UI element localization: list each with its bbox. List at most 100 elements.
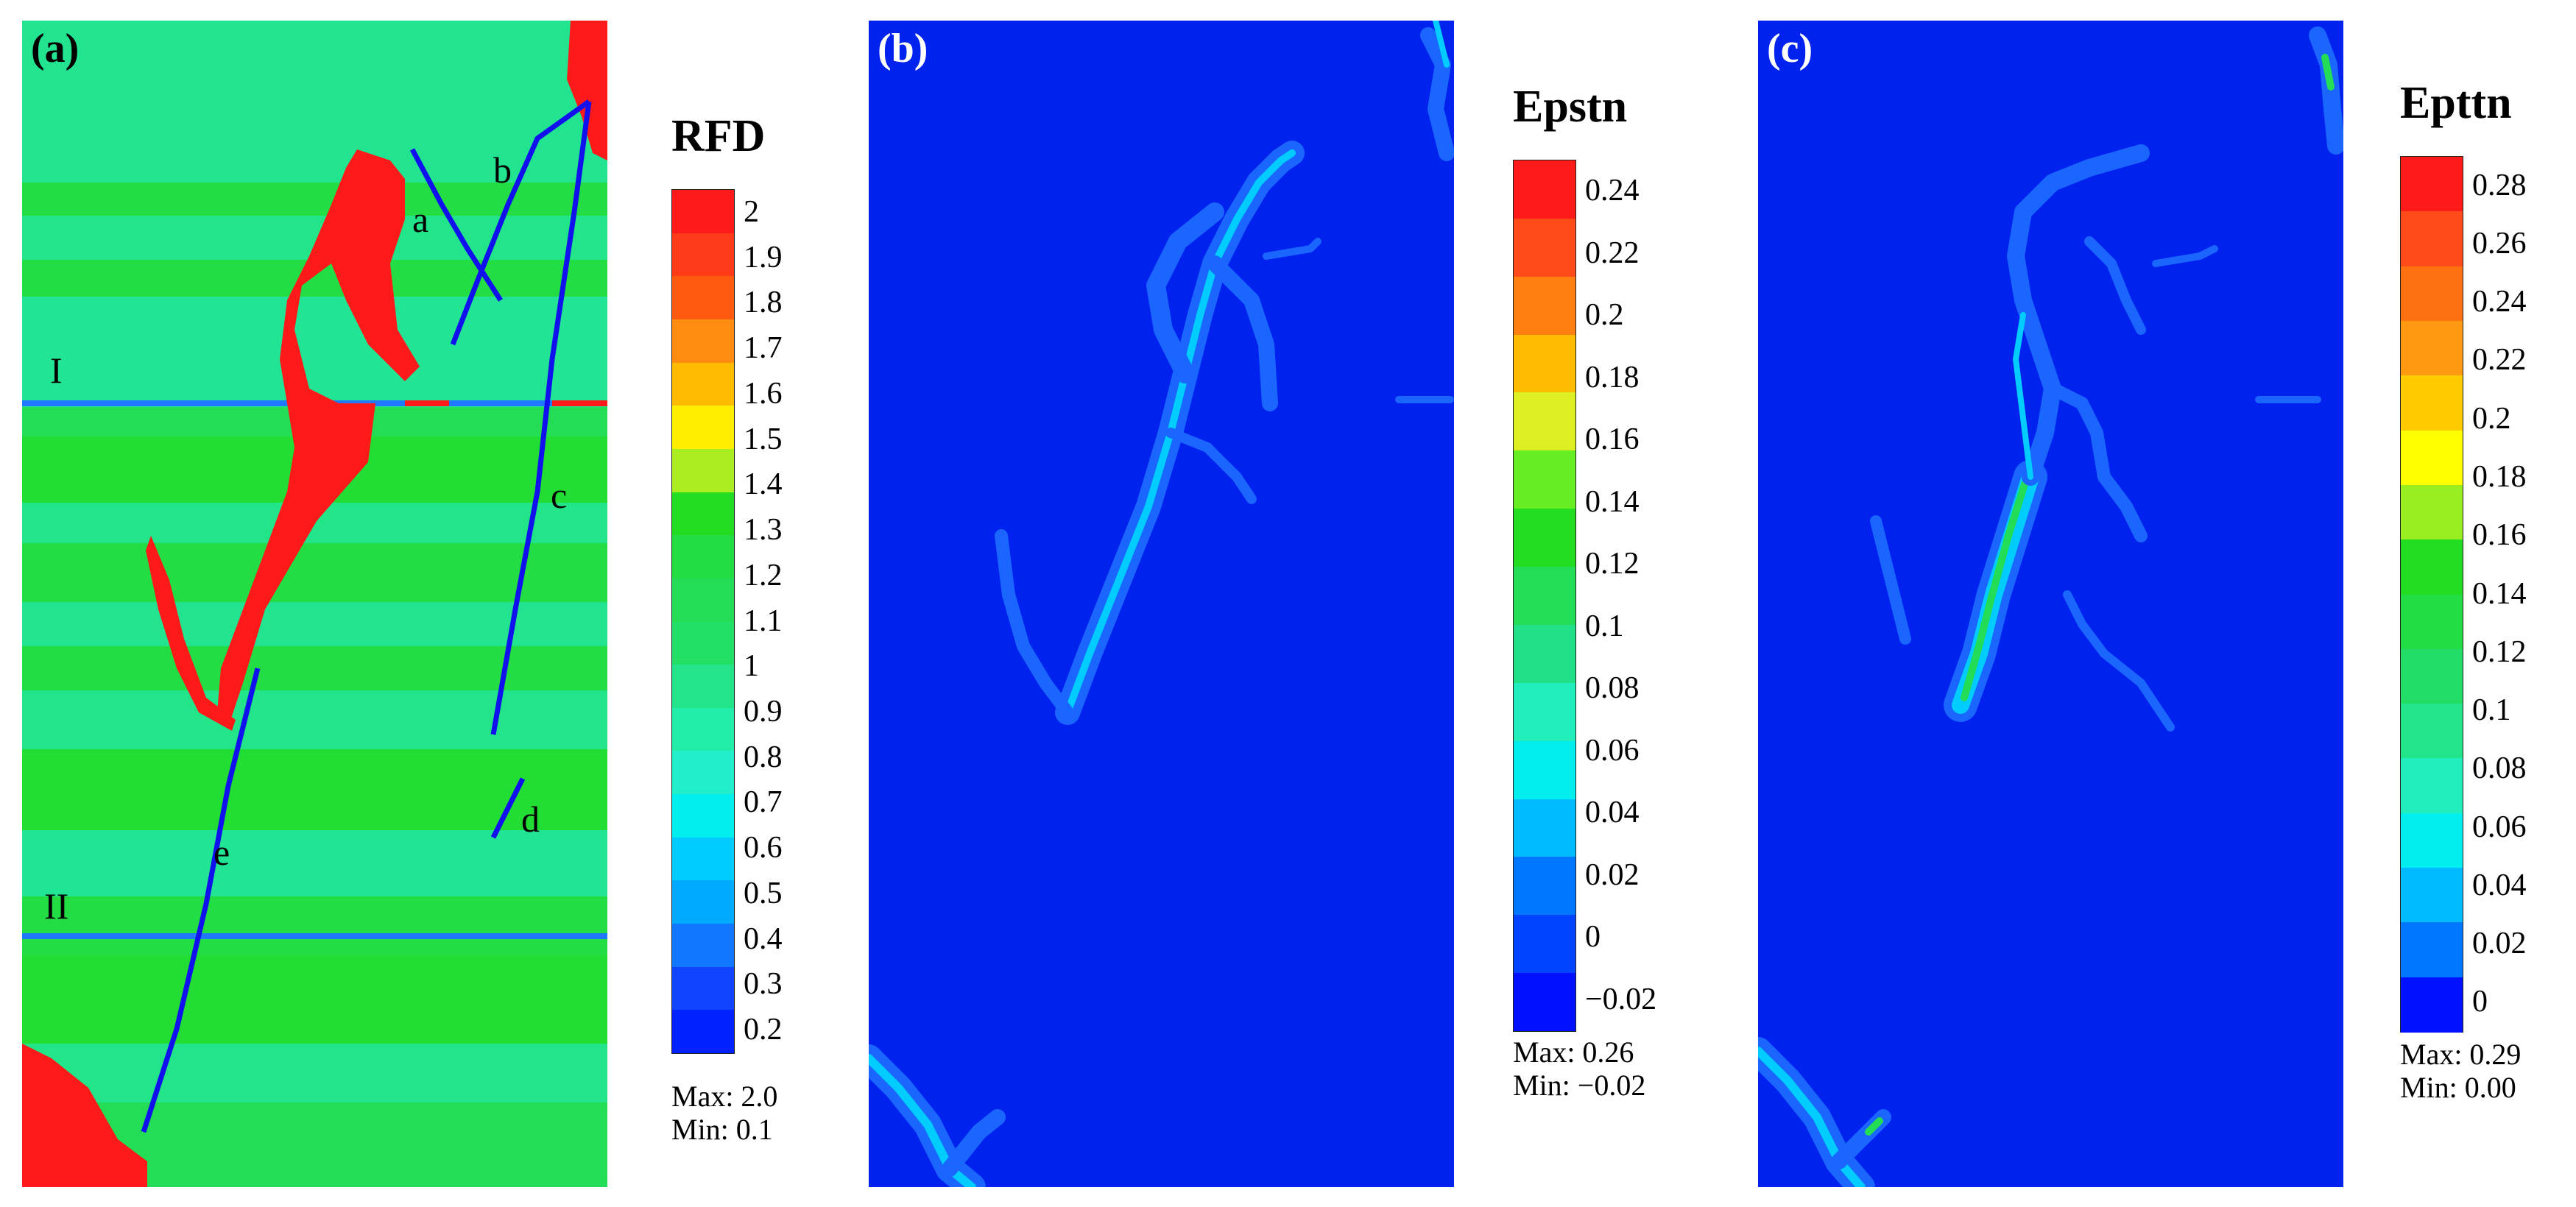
legend-colorbar [1513, 160, 1576, 1032]
legend-tick-label: 0.6 [744, 831, 783, 866]
legend-swatch [2401, 813, 2463, 868]
legend-swatch [672, 880, 734, 924]
legend-swatch [672, 924, 734, 968]
legend-swatch [2401, 375, 2463, 431]
legend-swatch [672, 1010, 734, 1054]
legend-swatch [672, 794, 734, 838]
legend-tick-label: 0.2 [2472, 401, 2511, 436]
legend-min: Min: 0.1 [671, 1113, 773, 1146]
legend-tick-label: 0.8 [744, 740, 783, 774]
legend-swatch [2401, 758, 2463, 814]
legend-tick-label: 1 [744, 649, 759, 684]
legend-tick-label: 0.2 [1585, 298, 1624, 333]
legend-tick-label: 1.9 [744, 240, 783, 275]
legend-swatch [1514, 799, 1575, 857]
epttn-contour-panel: (c) [1758, 21, 2343, 1187]
legend-swatch [1514, 567, 1575, 626]
interface-label-1: I [50, 350, 63, 391]
interface-line-2 [22, 933, 607, 939]
legend-swatch [672, 190, 734, 234]
legend-title: Epstn [1513, 82, 1628, 132]
damage-branch [146, 536, 236, 731]
legend-swatch [672, 966, 734, 1010]
crack-lines [141, 99, 592, 1133]
legend-swatch [1514, 450, 1575, 509]
legend-colorbar [671, 189, 735, 1054]
legend-swatch [2401, 484, 2463, 540]
legend-tick-label: 0.14 [1585, 484, 1640, 519]
legend-swatch [672, 707, 734, 751]
legend-swatch [1514, 740, 1575, 800]
legend-tick-label: 1.6 [744, 376, 783, 411]
legend-swatch [1514, 509, 1575, 567]
legend-swatch [672, 535, 734, 579]
legend-tick-label: 0.06 [1585, 733, 1640, 768]
legend-swatch [1514, 276, 1575, 336]
legend-swatch [672, 406, 734, 450]
crack-d [490, 777, 526, 839]
legend-tick-label: 0.7 [744, 785, 783, 820]
epstn-contour-plot [869, 21, 1454, 1187]
legend-tick-label: 0.08 [1585, 671, 1640, 706]
legend-swatch [1514, 392, 1575, 451]
legend-title: RFD [671, 111, 766, 161]
legend-tick-label: 1.7 [744, 331, 783, 366]
legend-tick-label: 0.02 [1585, 857, 1640, 892]
crack-c [490, 101, 592, 735]
legend-tick-label: 0.18 [1585, 360, 1640, 394]
legend-swatch [672, 665, 734, 709]
legend-tick-label: 0.1 [1585, 609, 1624, 643]
legend-swatch [1514, 160, 1575, 219]
legend-swatch [672, 276, 734, 320]
legend-tick-label: 0.12 [2472, 634, 2527, 669]
epttn-contour-plot [1758, 21, 2343, 1187]
legend-tick-label: 0.9 [744, 694, 783, 729]
legend-tick-label: −0.02 [1585, 982, 1657, 1016]
legend-swatch [1514, 682, 1575, 742]
legend-tick-label: 0.02 [2472, 927, 2527, 961]
legend-min: Min: −0.02 [1513, 1069, 1646, 1102]
legend-swatch [2401, 320, 2463, 376]
legend-swatch [2401, 648, 2463, 704]
epstn-contour-panel: (b) [869, 21, 1454, 1187]
legend-swatch [672, 621, 734, 665]
legend-tick-label: 0.18 [2472, 459, 2527, 494]
crack-label-d: d [521, 799, 540, 840]
legend-swatch [1514, 218, 1575, 277]
legend-tick-label: 0 [1585, 920, 1601, 955]
legend-swatch [672, 578, 734, 622]
legend-tick-label: 0.1 [2472, 693, 2511, 728]
interface-label-2: II [44, 885, 69, 927]
legend-tick-label: 0.04 [1585, 796, 1640, 830]
legend-swatch [2401, 157, 2463, 212]
legend-swatch [2401, 211, 2463, 267]
crack-e [141, 668, 261, 1133]
legend-max: Max: 2.0 [671, 1080, 778, 1113]
legend-tick-label: 0.14 [2472, 576, 2527, 611]
legend-swatch [672, 362, 734, 406]
legend-swatch [2401, 430, 2463, 486]
legend-swatch [2401, 266, 2463, 322]
legend-tick-label: 0.24 [1585, 174, 1640, 208]
panel-label-c: (c) [1767, 26, 1813, 71]
legend-min: Min: 0.00 [2400, 1071, 2516, 1104]
legend-tick-label: 0.28 [2472, 168, 2527, 202]
legend-tick-label: 0.3 [744, 967, 783, 1002]
legend-tick-label: 1.3 [744, 513, 783, 548]
legend-tick-label: 1.8 [744, 286, 783, 320]
legend-swatch [2401, 594, 2463, 650]
legend-tick-label: 0.2 [744, 1013, 783, 1047]
crack-label-e: e [214, 832, 230, 873]
legend-tick-label: 1.4 [744, 467, 783, 502]
legend-tick-label: 1.2 [744, 558, 783, 592]
legend-swatch [2401, 977, 2463, 1033]
legend-swatch [2401, 922, 2463, 978]
panel-label-a: (a) [31, 26, 80, 71]
legend-swatch [672, 837, 734, 881]
legend-tick-label: 1.1 [744, 604, 783, 638]
legend-max: Max: 0.29 [2400, 1038, 2522, 1071]
crack-label-b: b [493, 149, 512, 191]
panel-label-b: (b) [878, 26, 928, 71]
legend-tick-label: 0.22 [2472, 343, 2527, 378]
damage-corner-top [567, 21, 607, 160]
